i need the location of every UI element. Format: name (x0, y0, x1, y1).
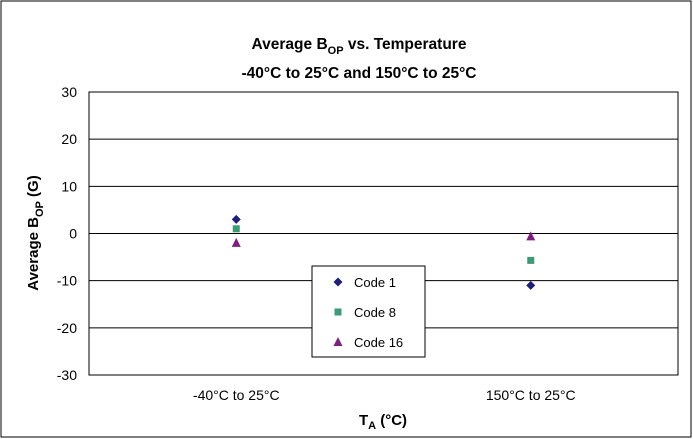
y-tick-label: -30 (57, 367, 77, 383)
legend-label: Code 16 (354, 335, 403, 350)
legend-label: Code 8 (354, 305, 396, 320)
x-tick-label: 150°C to 25°C (486, 387, 576, 403)
y-tick-label: -20 (57, 320, 77, 336)
data-point (526, 231, 536, 241)
data-points (231, 214, 536, 290)
legend-marker (333, 337, 343, 346)
chart-title-line2: -40°C to 25°C and 150°C to 25°C (242, 65, 477, 82)
x-tick-label: -40°C to 25°C (193, 387, 280, 403)
legend: Code 1 Code 8 Code 16 (311, 265, 426, 358)
data-point (526, 280, 536, 290)
y-tick-labels: -30 -20 -10 0 10 20 30 (57, 84, 77, 383)
y-tick-label: 20 (61, 131, 77, 147)
legend-label: Code 1 (354, 275, 396, 290)
data-point (231, 237, 241, 247)
data-point (527, 256, 535, 264)
legend-marker (334, 308, 342, 316)
y-tick-label: 0 (69, 226, 77, 242)
legend-marker (333, 277, 343, 287)
data-point (231, 214, 241, 224)
x-axis-label: TA (°C) (359, 412, 407, 432)
chart-title-line1: Average BOP vs. Temperature (252, 36, 467, 57)
plot-area (88, 91, 679, 376)
data-point (232, 225, 240, 233)
y-tick-label: 30 (61, 84, 77, 100)
x-tick-labels: -40°C to 25°C 150°C to 25°C (193, 387, 576, 403)
legend-box (311, 265, 426, 358)
y-tick-label: 10 (61, 178, 77, 194)
y-tick-label: -10 (57, 273, 77, 289)
y-axis-label: Average BOP (G) (25, 175, 46, 290)
